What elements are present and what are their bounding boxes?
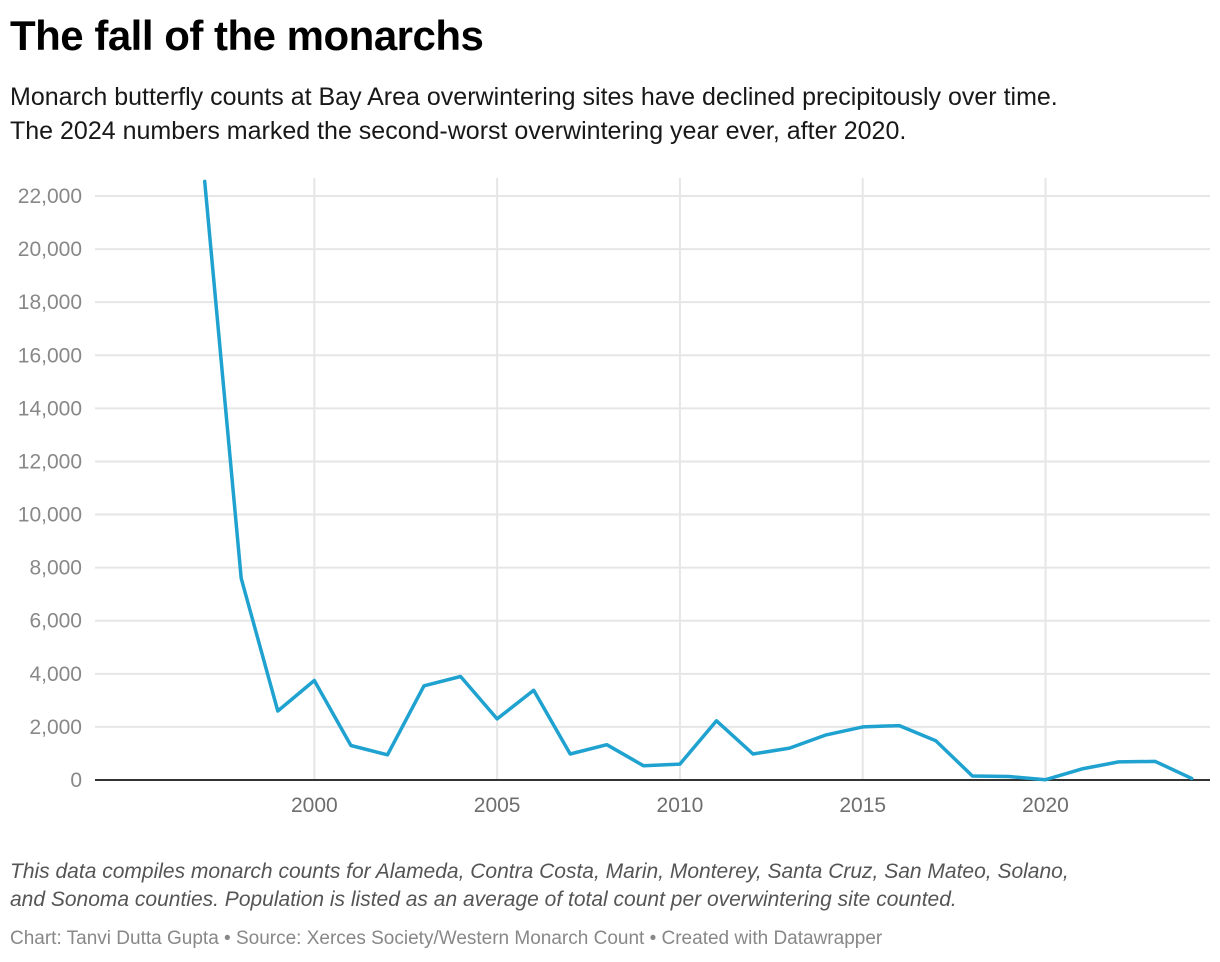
data-point [1153,759,1157,763]
axis-layer: 0 2,000 4,000 6,000 8,000 10,000 12,000 14,000 1… [18,185,1210,817]
x-tick-label: 2010 [657,794,704,817]
data-point [312,679,316,683]
data-point [495,717,499,721]
data-point [386,753,390,757]
x-tick-label: 2015 [839,794,886,817]
grid-layer [95,178,1210,780]
data-point [1080,767,1084,771]
data-point [678,762,682,766]
subtitle-line-2: The 2024 numbers marked the second-worst… [10,117,907,145]
data-point [970,774,974,778]
series-line [202,179,1194,782]
y-tick-label: 14,000 [18,397,82,420]
data-point [1190,776,1194,780]
x-tick-label: 2005 [474,794,521,817]
y-tick-label: 10,000 [18,504,82,527]
data-point [568,752,572,756]
y-tick-label: 20,000 [18,238,82,261]
chart-subtitle: Monarch butterfly counts at Bay Area ove… [10,80,1210,148]
chart-title: The fall of the monarchs [10,12,484,59]
data-point [1007,775,1011,779]
notes-line-1: This data compiles monarch counts for Al… [10,860,1069,883]
data-point [532,688,536,692]
y-tick-label: 12,000 [18,450,82,473]
y-tick-label: 6,000 [29,610,82,633]
data-point [934,739,938,743]
data-point [641,764,645,768]
data-point [239,576,243,580]
data-point [1044,778,1048,782]
series-layer [202,179,1194,782]
chart-notes: This data compiles monarch counts for Al… [10,858,1210,914]
data-point [459,675,463,679]
y-tick-label: 18,000 [18,291,82,314]
data-point [203,179,207,183]
data-point [861,725,865,729]
x-tick-label: 2000 [291,794,338,817]
data-point [715,719,719,723]
y-tick-label: 22,000 [18,185,82,208]
data-point [897,724,901,728]
chart-byline: Chart: Tanvi Dutta Gupta • Source: Xerce… [10,928,883,949]
y-tick-label: 0 [70,769,82,792]
x-tick-label: 2020 [1022,794,1069,817]
data-point [605,743,609,747]
y-tick-label: 2,000 [29,716,82,739]
data-point [788,746,792,750]
y-tick-label: 4,000 [29,663,82,686]
data-point [422,684,426,688]
data-point [276,709,280,713]
data-point [824,733,828,737]
data-point [1117,760,1121,764]
line-chart: 0 2,000 4,000 6,000 8,000 10,000 12,000 14,000 1… [18,178,1210,817]
subtitle-line-1: Monarch butterfly counts at Bay Area ove… [10,83,1058,111]
y-tick-label: 16,000 [18,344,82,367]
y-tick-label: 8,000 [29,557,82,580]
data-point [349,744,353,748]
data-point [751,752,755,756]
notes-line-2: and Sonoma counties. Population is liste… [10,888,957,911]
